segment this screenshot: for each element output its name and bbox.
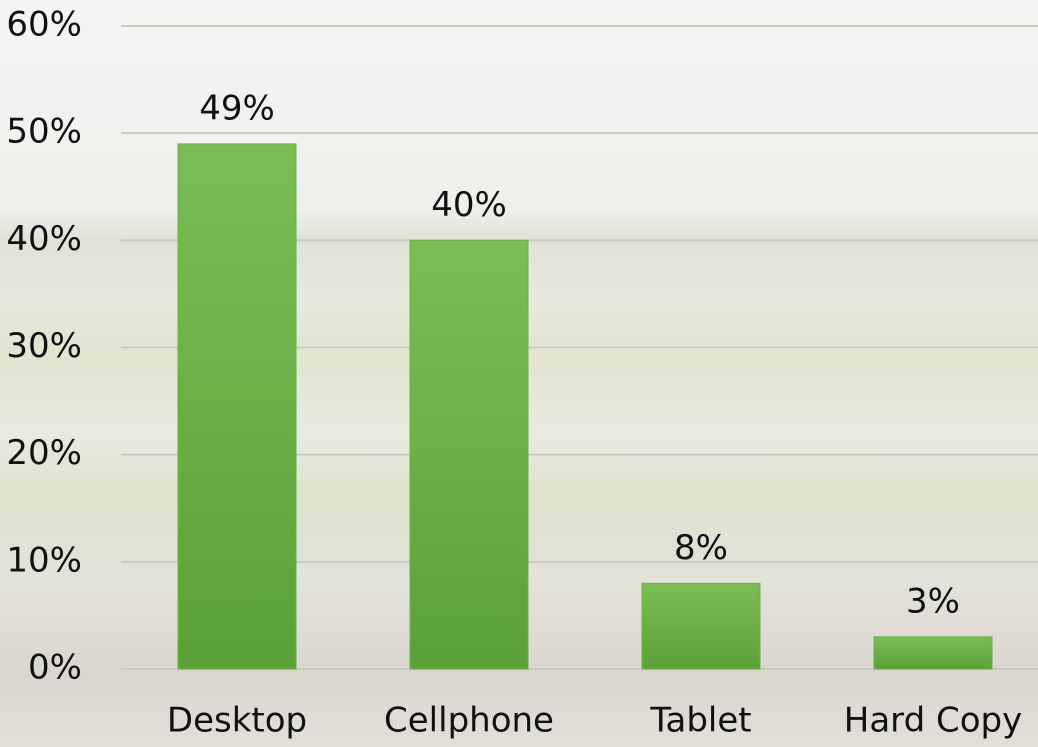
x-tick-label: Tablet (649, 701, 751, 741)
y-tick-label: 50% (6, 112, 82, 152)
x-tick-label: Hard Copy (844, 701, 1022, 741)
y-tick-label: 0% (28, 648, 82, 688)
data-label: 3% (906, 581, 960, 621)
y-tick-label: 10% (6, 540, 82, 580)
x-tick-label: Desktop (167, 701, 307, 741)
bar (409, 239, 529, 670)
bar (873, 636, 993, 670)
y-tick-label: 20% (6, 433, 82, 473)
y-tick-label: 30% (6, 326, 82, 366)
data-label: 40% (431, 185, 507, 225)
data-label: 49% (199, 88, 275, 128)
data-label: 8% (674, 528, 728, 568)
bar (177, 143, 297, 670)
x-tick-label: Cellphone (384, 701, 554, 741)
bar (641, 582, 761, 670)
y-tick-label: 60% (6, 5, 82, 45)
y-tick-label: 40% (6, 219, 82, 259)
